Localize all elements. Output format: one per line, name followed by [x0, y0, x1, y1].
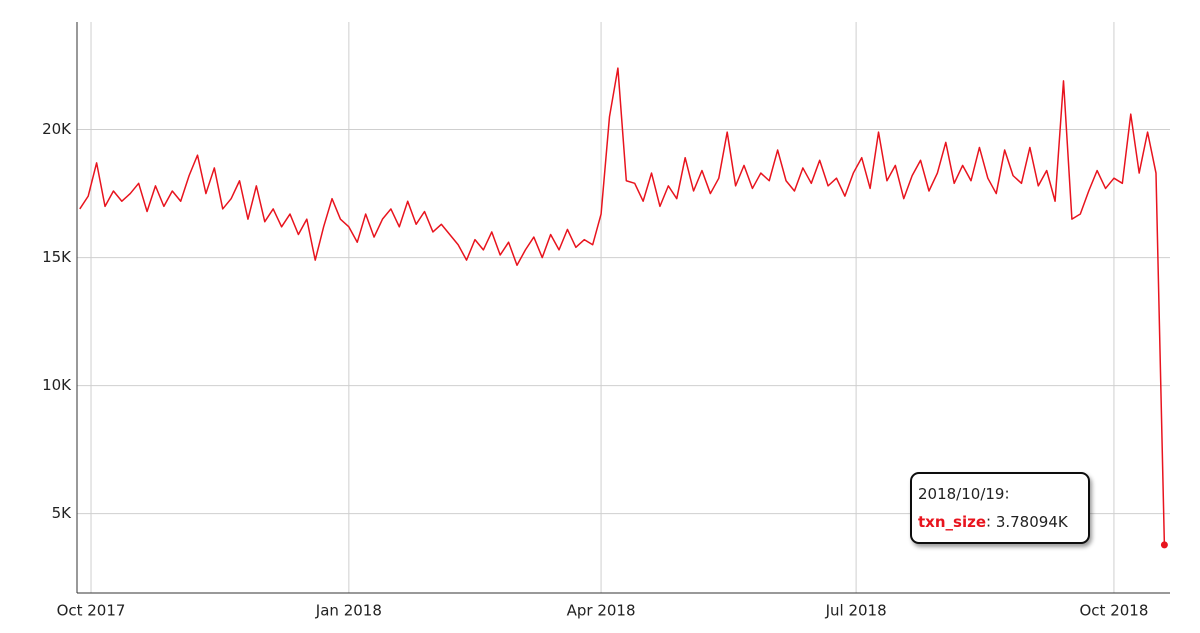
hover-point — [1160, 541, 1168, 549]
tooltip: 2018/10/19: txn_size: 3.78094K — [910, 472, 1090, 544]
y-tick-label: 5K — [52, 504, 73, 522]
tooltip-value-text: 3.78094K — [996, 513, 1069, 531]
series-line — [79, 67, 1166, 545]
x-tick-label: Oct 2018 — [1080, 602, 1149, 620]
x-tick-label: Oct 2017 — [57, 602, 126, 620]
plot — [79, 67, 1168, 549]
tooltip-value: txn_size: 3.78094K — [918, 513, 1069, 531]
tooltip-box — [910, 472, 1090, 544]
grid: 5K 10K 15K 20K Oct 2017 Jan 2018 Apr 2018 Jul 2… — [42, 22, 1170, 620]
x-tick-label: Jul 2018 — [825, 602, 887, 620]
tooltip-date-text: 2018/10/19 — [918, 485, 1004, 503]
x-tick-label: Apr 2018 — [567, 602, 636, 620]
x-tick-label: Jan 2018 — [315, 602, 382, 620]
tooltip-series: txn_size — [918, 513, 986, 531]
y-tick-label: 10K — [42, 376, 72, 394]
y-tick-label: 20K — [42, 120, 72, 138]
y-tick-label: 15K — [42, 248, 72, 266]
tooltip-date: 2018/10/19: — [918, 485, 1010, 503]
